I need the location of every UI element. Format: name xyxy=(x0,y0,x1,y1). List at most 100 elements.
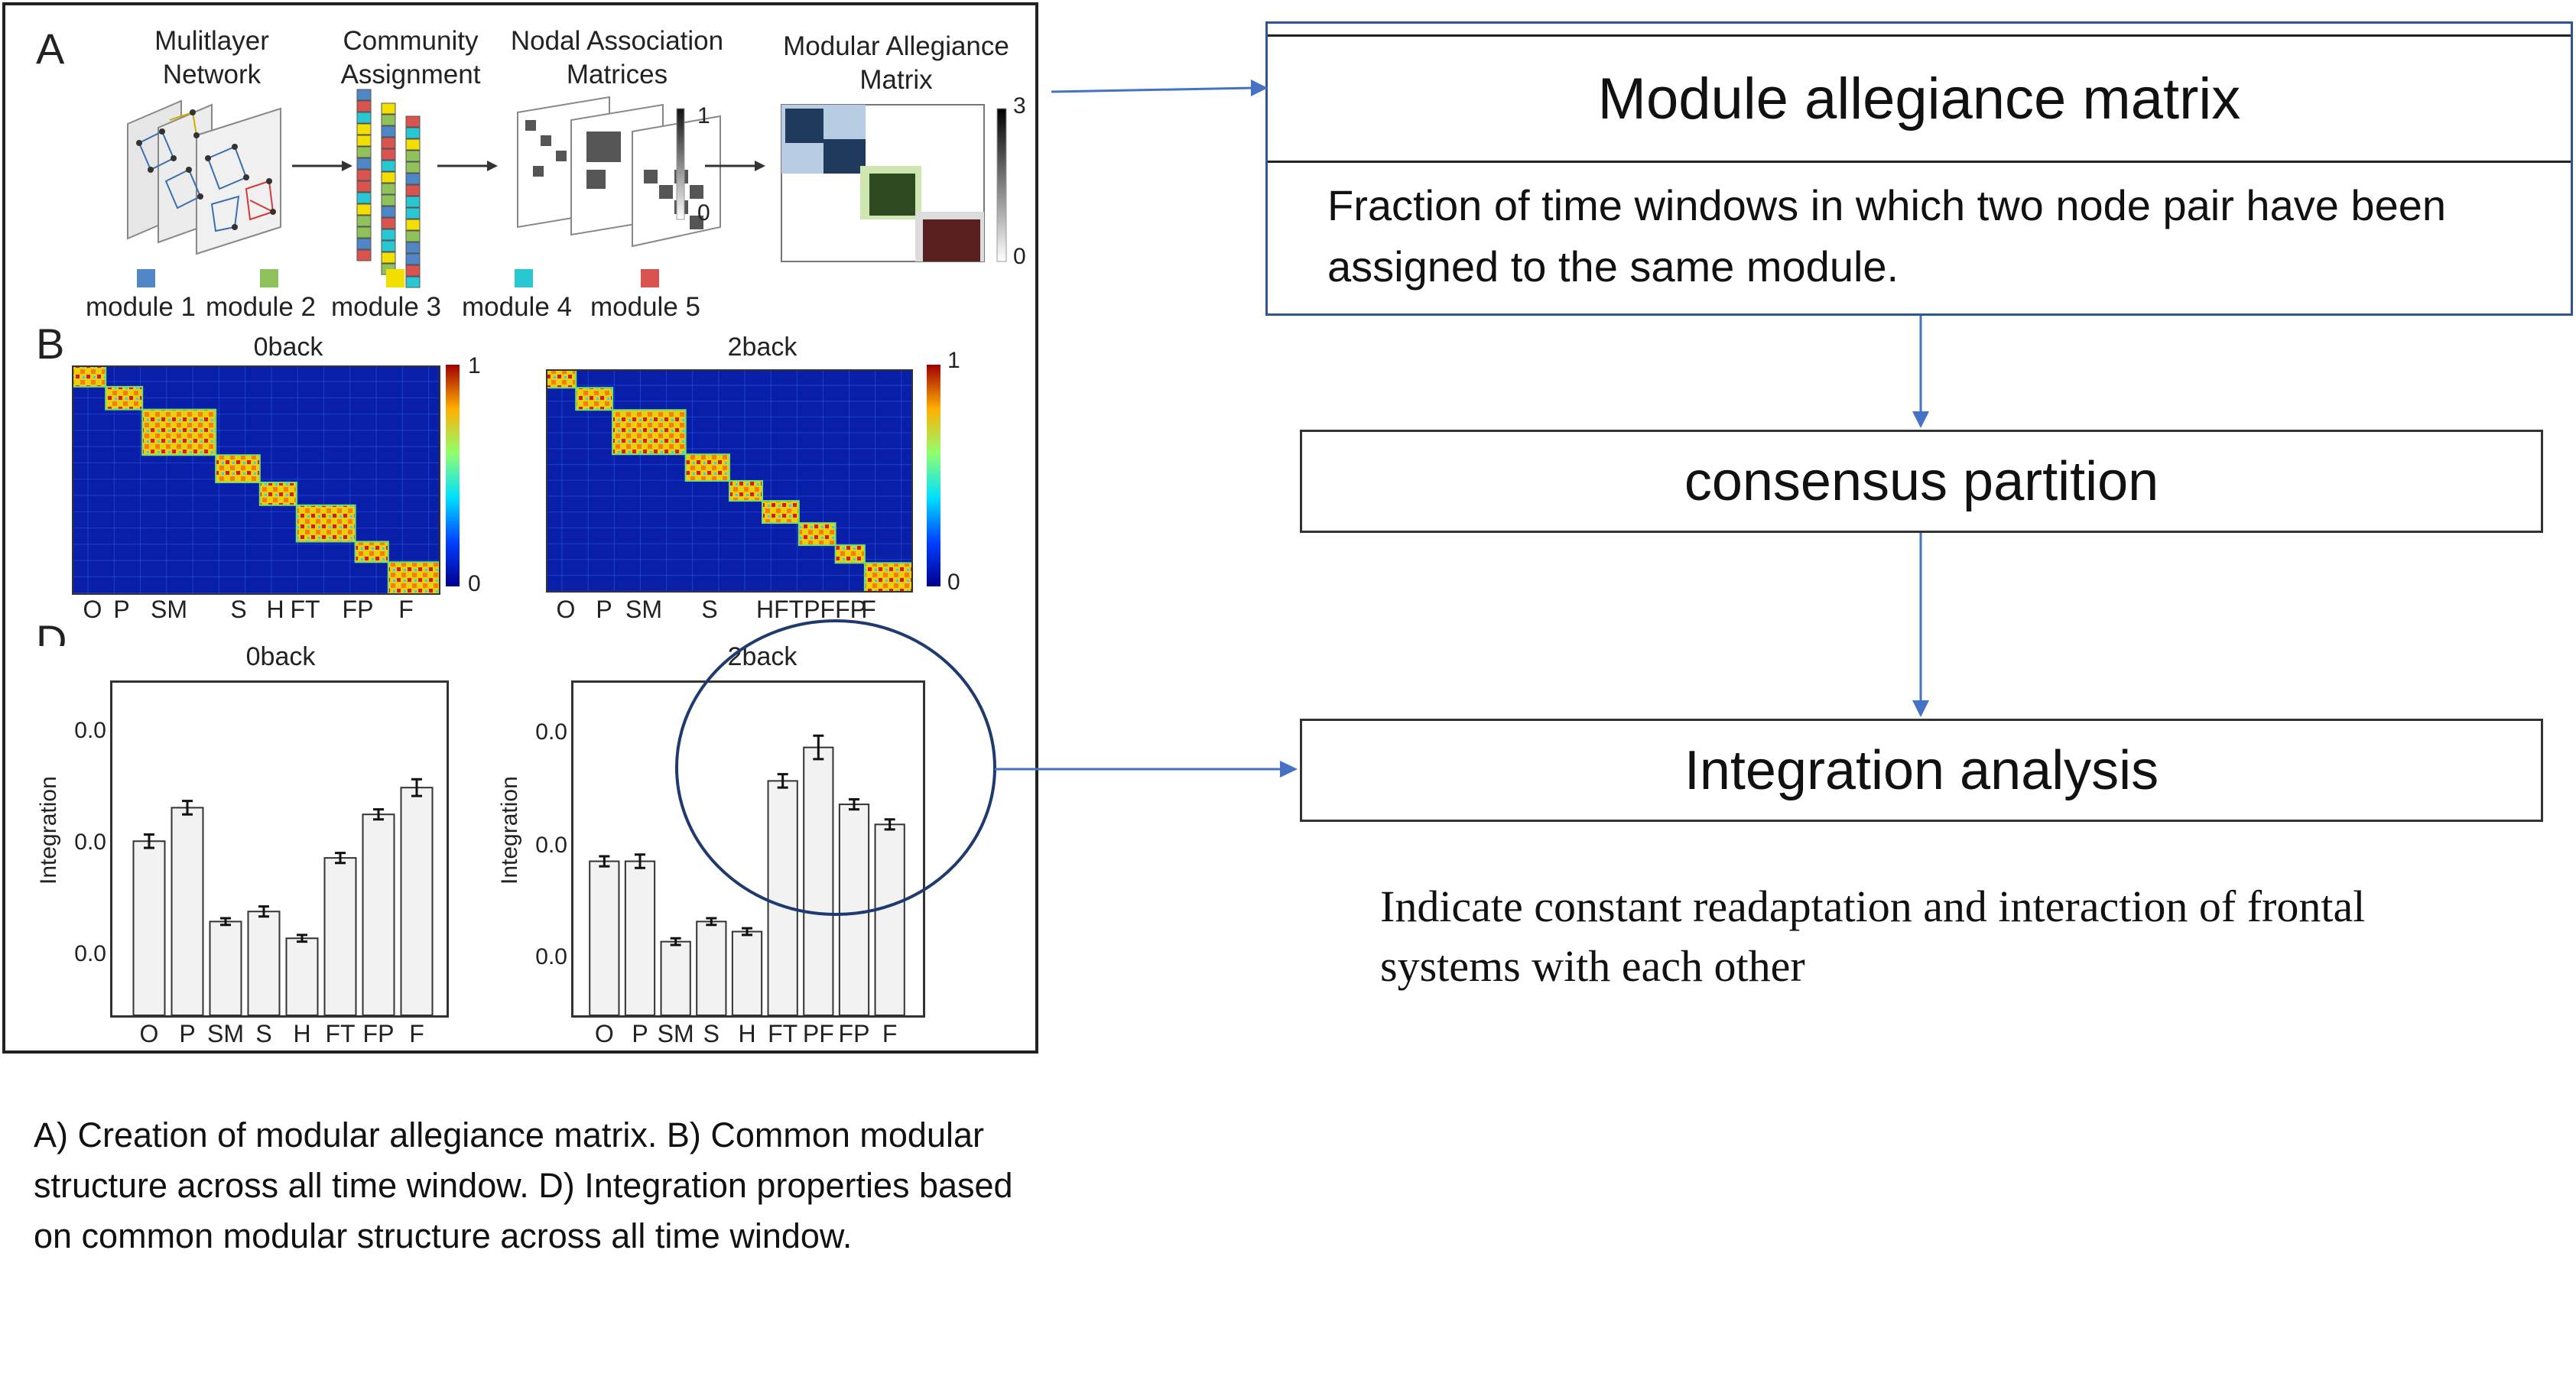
bar-0back-ytick-2: 0.0 xyxy=(74,830,106,855)
errorbar-2back-H xyxy=(742,927,752,937)
nodal-scale-max: 1 xyxy=(697,103,710,128)
stage-label-allegiance: Modular Allegiance Matrix xyxy=(770,30,1022,97)
heatmap-0back-title: 0back xyxy=(253,333,323,362)
bar-0back-H xyxy=(285,937,319,1017)
heatmap-2back-tick-0: O xyxy=(556,596,576,623)
bar-2back-tick-SM: SM xyxy=(657,1020,694,1047)
bar-2back-tick-FT: FT xyxy=(768,1020,798,1047)
bar-2back-tick-S: S xyxy=(703,1020,720,1047)
bar-2back-title: 2back xyxy=(727,642,797,671)
multilayer-network-graphic xyxy=(127,99,281,255)
panel-b-letter: B xyxy=(36,320,65,368)
bar-0back-S xyxy=(247,911,281,1016)
errorbar-0back-O xyxy=(144,833,154,849)
bar-0back-tick-O: O xyxy=(139,1020,159,1047)
bar-2back-O xyxy=(589,860,620,1017)
bar-2back-FP xyxy=(838,804,870,1017)
stage-2-line2: Assignment xyxy=(340,60,481,89)
bar-2back-SM xyxy=(660,940,691,1017)
bar-2back-ytick-3: 0.0 xyxy=(535,944,567,969)
box-module-allegiance-title: Module allegiance matrix xyxy=(1268,34,2571,163)
figure-panel: A Mulitlayer Network Community Assignmen… xyxy=(2,2,1038,1054)
stage-3-line2: Matrices xyxy=(566,60,668,89)
bar-0back-ytick-1: 0.0 xyxy=(74,718,106,743)
errorbar-2back-S xyxy=(706,917,717,927)
bar-0back-tick-FT: FT xyxy=(325,1020,356,1047)
stage-label-community: Community Assignment xyxy=(315,24,506,92)
figure-caption: A) Creation of modular allegiance matrix… xyxy=(34,1115,1013,1255)
box-integration-analysis: Integration analysis xyxy=(1300,719,2543,822)
legend-swatch-module-5 xyxy=(641,269,659,287)
bar-0back-F xyxy=(400,787,434,1016)
bar-0back-title: 0back xyxy=(245,642,316,671)
heatmap-0back xyxy=(72,365,440,596)
bar-0back-tick-F: F xyxy=(409,1020,424,1047)
bar-2back-tick-FP: FP xyxy=(838,1020,870,1047)
heatmap-2back-tick-2: SM xyxy=(625,596,662,623)
heatmap-2back-title: 2back xyxy=(727,333,797,362)
heatmap-0back-colorbar xyxy=(446,365,460,586)
legend-swatch-module-4 xyxy=(515,269,533,287)
community-assignment-graphic xyxy=(356,89,421,288)
heatmap-0back-tick-5: FT xyxy=(290,596,320,623)
errorbar-2back-FT xyxy=(777,773,788,789)
bar-2back-tick-H: H xyxy=(738,1020,756,1047)
legend-swatch-module-2 xyxy=(260,269,278,287)
bar-0back-tick-H: H xyxy=(293,1020,311,1047)
heatmap-2back-tick-5: F xyxy=(861,596,876,623)
heatmap-0back-tick-4: H xyxy=(266,596,284,623)
bar-2back-frame xyxy=(571,680,925,1018)
heatmap-2back xyxy=(546,369,913,593)
heatmap-0back-tick-7: F xyxy=(398,596,414,623)
heatmap-2back-scale-max: 1 xyxy=(947,348,960,373)
bar-0back-frame xyxy=(110,680,449,1018)
errorbar-2back-FP xyxy=(849,797,859,811)
heatmap-0back-tick-0: O xyxy=(83,596,102,623)
box-module-allegiance-description: Fraction of time windows in which two no… xyxy=(1327,181,2446,291)
bar-0back-tick-S: S xyxy=(255,1020,272,1047)
bar-0back-tick-SM: SM xyxy=(207,1020,244,1047)
stage-2-line1: Community xyxy=(343,26,479,56)
errorbar-0back-F xyxy=(411,778,422,797)
errorbar-2back-SM xyxy=(670,937,681,947)
bar-0back-FP xyxy=(362,813,395,1016)
panel-b-heatmaps xyxy=(72,365,940,596)
legend-label-module-1: module 1 xyxy=(86,292,196,322)
errorbar-0back-S xyxy=(258,905,269,918)
heatmap-2back-colorbar xyxy=(927,365,940,586)
legend-label-module-5: module 5 xyxy=(590,292,700,322)
legend-swatch-module-1 xyxy=(137,269,155,287)
allegiance-scale-min: 0 xyxy=(1013,244,1026,269)
legend-label-module-3: module 3 xyxy=(331,292,441,322)
bar-0back-tick-FP: FP xyxy=(362,1020,395,1047)
errorbar-2back-F xyxy=(884,818,895,831)
heatmap-2back-scale-min: 0 xyxy=(947,570,960,595)
panel-d-letter: D xyxy=(36,616,67,646)
nodal-scale-min: 0 xyxy=(697,200,710,226)
integration-note: Indicate constant readaptation and inter… xyxy=(1380,882,2366,991)
errorbar-0back-FP xyxy=(373,808,384,821)
bar-2back-ytick-1: 0.0 xyxy=(535,719,567,745)
bar-0back-SM xyxy=(209,921,242,1016)
heatmap-0back-scale-max: 1 xyxy=(468,353,481,378)
bar-2back-tick-F: F xyxy=(882,1020,898,1047)
errorbar-0back-SM xyxy=(220,917,231,927)
bar-2back-PF xyxy=(803,746,834,1016)
bar-0back-O xyxy=(132,840,166,1016)
legend-label-module-2: module 2 xyxy=(206,292,316,322)
bar-0back-P xyxy=(171,807,204,1016)
bar-0back-ytick-3: 0.0 xyxy=(74,941,106,966)
heatmap-2back-tick-1: P xyxy=(596,596,612,623)
nodal-association-graphic xyxy=(517,96,721,248)
errorbar-2back-PF xyxy=(813,734,824,761)
bar-2back-H xyxy=(731,930,763,1016)
panel-d-bar-charts xyxy=(132,734,905,1017)
bar-2back-P xyxy=(624,860,656,1017)
bar-2back-tick-P: P xyxy=(632,1020,648,1047)
bar-2back-tick-PF: PF xyxy=(802,1020,834,1047)
highlight-circle xyxy=(675,619,996,916)
errorbar-2back-P xyxy=(635,853,645,869)
stage-label-multilayer: Mulitlayer Network xyxy=(116,24,307,92)
arrowhead-circle xyxy=(1280,761,1298,778)
heatmap-0back-scale-min: 0 xyxy=(468,571,481,596)
